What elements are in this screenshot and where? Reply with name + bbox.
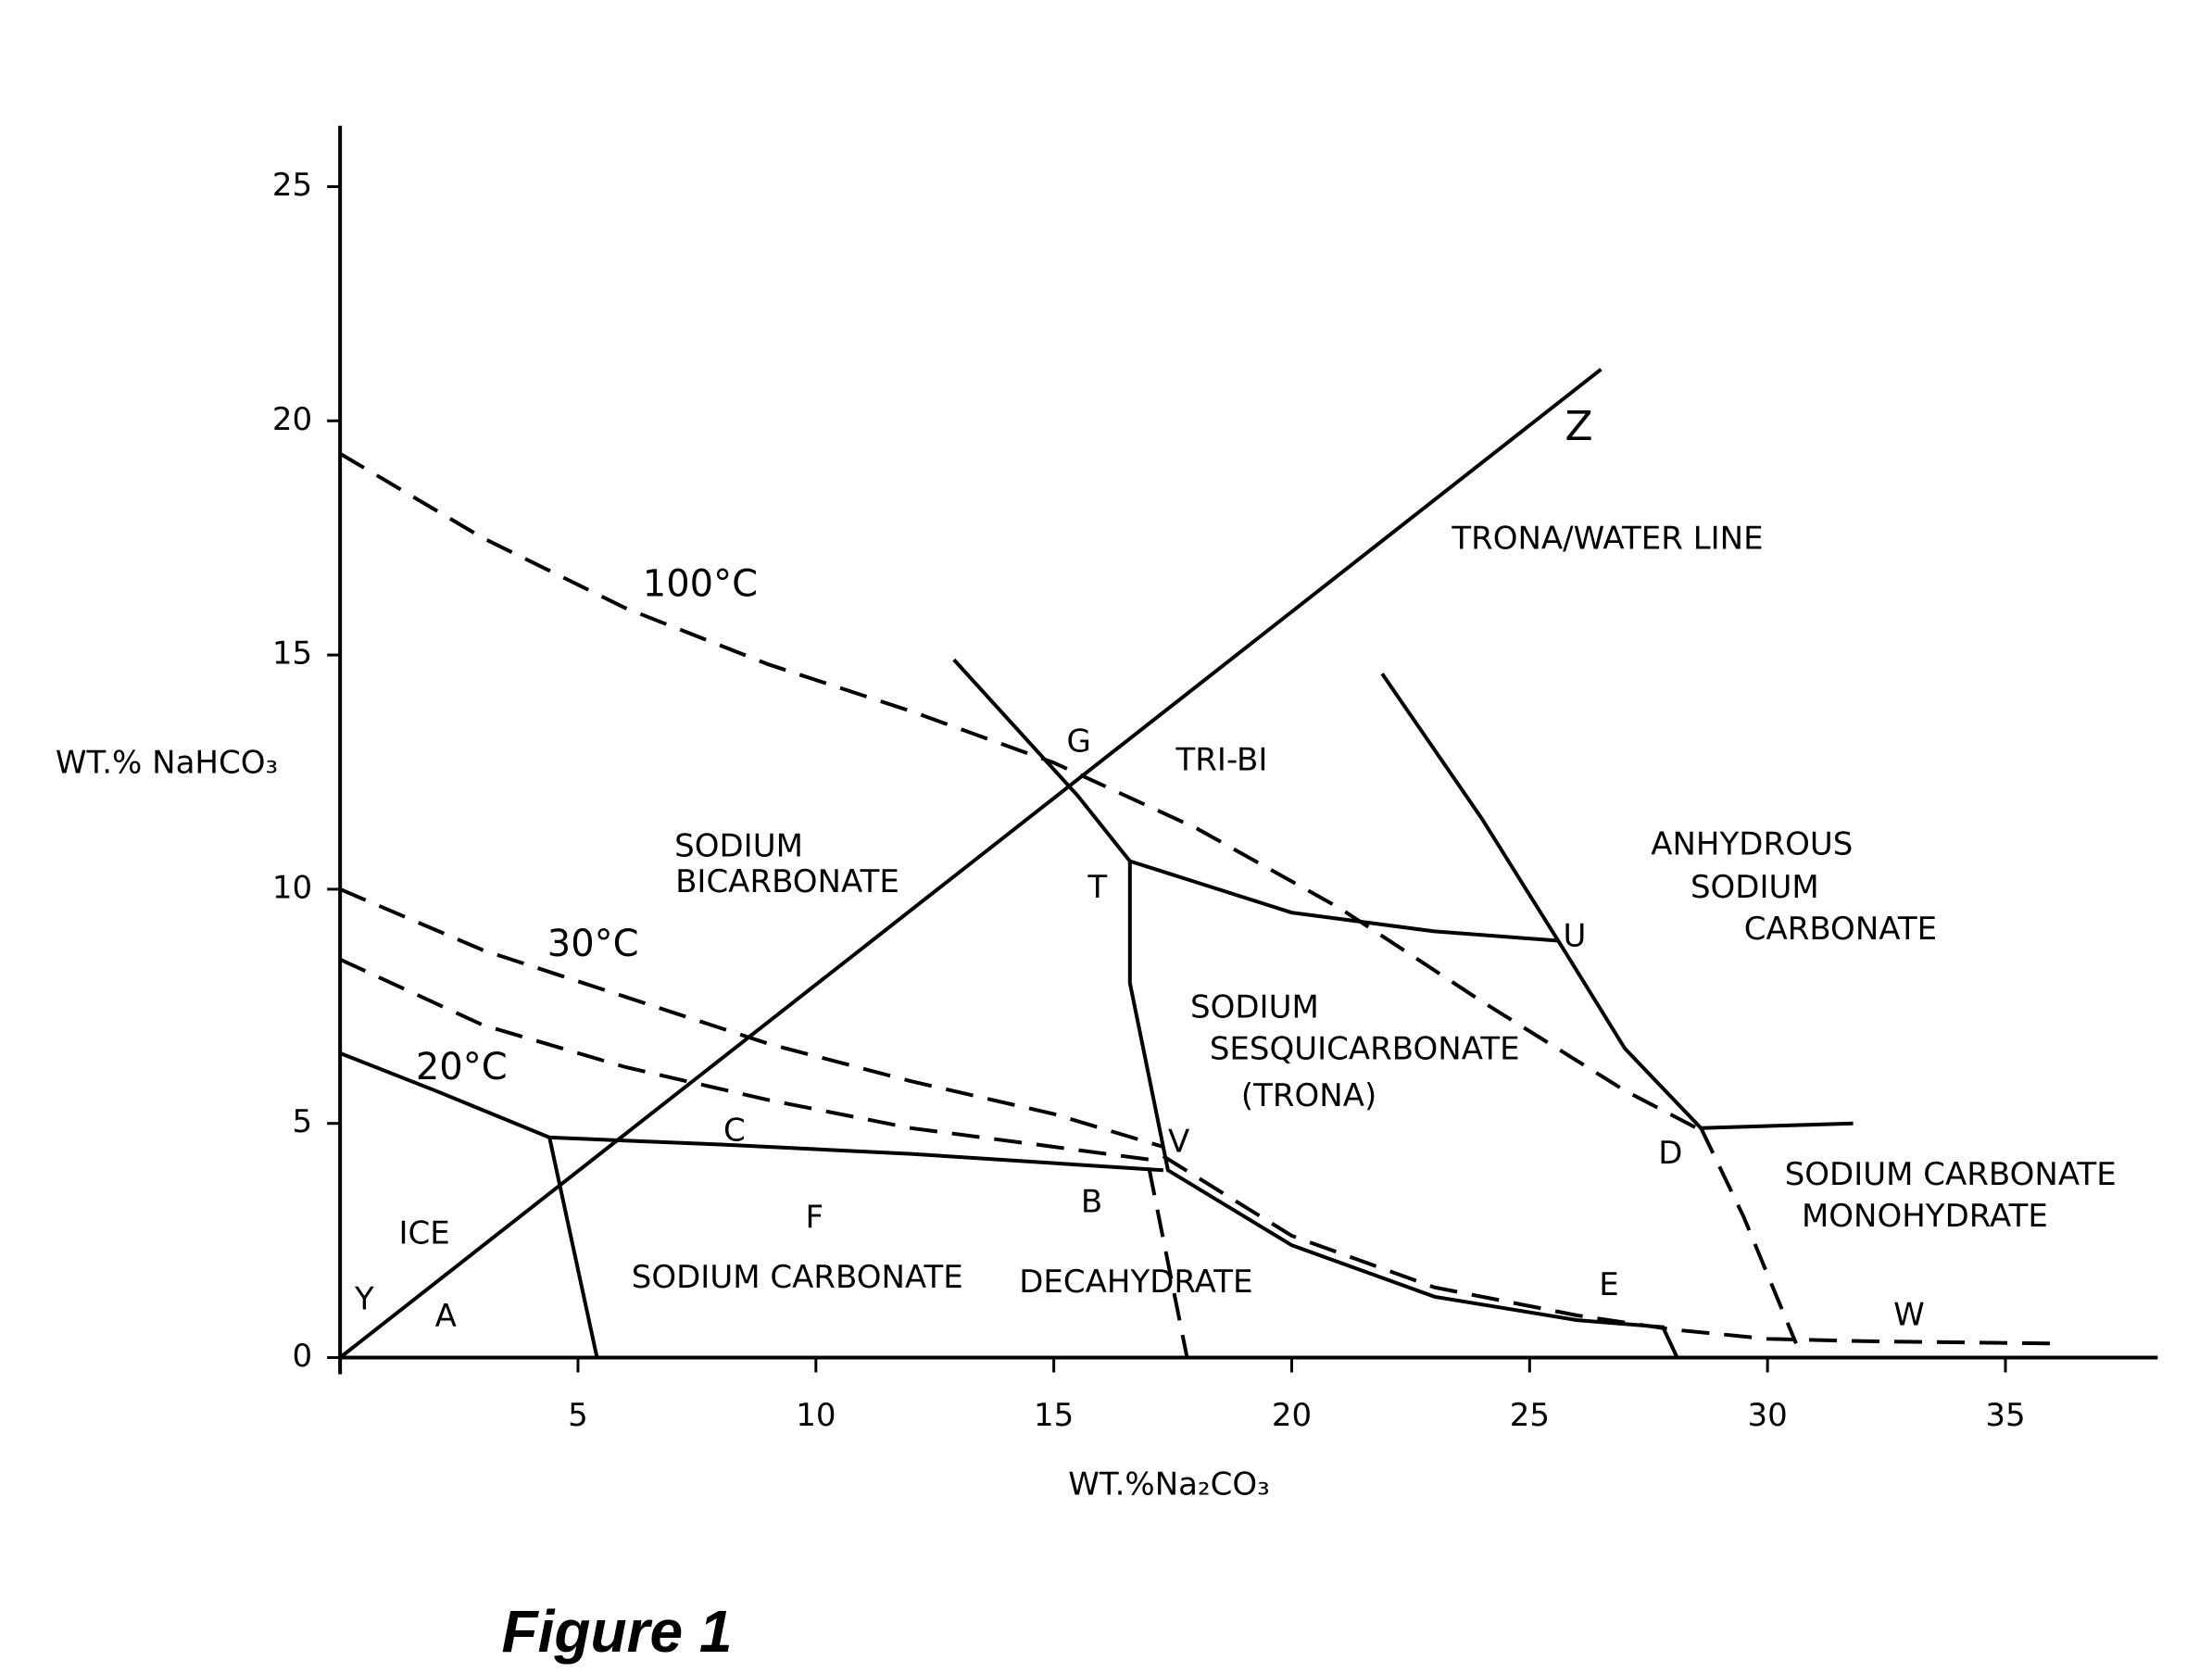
region-label: SODIUM [1190, 989, 1319, 1026]
region-label: G [1067, 723, 1091, 761]
region-label: DECAHYDRATE [1019, 1264, 1252, 1301]
x-tick-label: 30 [1748, 1397, 1788, 1434]
region-label: T [1087, 869, 1107, 906]
region-label: BICARBONATE [675, 863, 899, 900]
region-label: SODIUM CARBONATE [632, 1259, 963, 1296]
x-tick-label: 5 [568, 1397, 588, 1434]
y-tick-label: 5 [293, 1103, 313, 1140]
curve [549, 1138, 597, 1358]
region-label: A [435, 1298, 457, 1335]
y-axis-label: WT.% NaHCO₃ [56, 745, 278, 782]
x-tick-label: 25 [1510, 1397, 1550, 1434]
region-label: W [1893, 1296, 1925, 1333]
curve [1701, 1128, 1796, 1344]
region-label: B [1081, 1183, 1102, 1220]
region-label: E [1599, 1266, 1618, 1303]
region-label: CARBONATE [1744, 911, 1937, 948]
region-label: (TRONA) [1241, 1077, 1376, 1114]
x-tick-label: 10 [796, 1397, 836, 1434]
curve-label: 100°C [643, 562, 758, 605]
region-label: SODIUM [674, 827, 803, 864]
region-label: C [723, 1112, 746, 1149]
region-label: D [1658, 1135, 1682, 1172]
y-tick-label: 25 [272, 167, 312, 204]
region-label: V [1168, 1124, 1189, 1161]
y-tick-label: 0 [293, 1338, 313, 1375]
region-label: Y [354, 1280, 374, 1317]
region-label: MONOHYDRATE [1802, 1198, 2048, 1235]
y-tick-label: 20 [272, 401, 312, 438]
region-label: ICE [399, 1214, 450, 1252]
region-label: U [1564, 917, 1587, 954]
region-label: TRI-BI [1175, 742, 1268, 779]
curve [1701, 1124, 1853, 1128]
region-label: F [806, 1199, 824, 1236]
figure-caption: Figure 1 [502, 1598, 733, 1665]
curve-label: 30°C [547, 923, 639, 965]
y-tick-label: 15 [272, 635, 312, 673]
region-label: SESQUICARBONATE [1210, 1030, 1520, 1067]
x-axis-label: WT.%Na₂CO₃ [1068, 1466, 1270, 1503]
region-label: SODIUM CARBONATE [1785, 1156, 2117, 1193]
x-tick-label: 35 [1985, 1397, 2025, 1434]
curve [340, 370, 1601, 1358]
region-label: Z [1565, 403, 1593, 450]
region-label: ANHYDROUS [1651, 826, 1853, 863]
region-label: SODIUM [1690, 869, 1819, 906]
curve-label: TRONA/WATER LINE [1451, 521, 1763, 558]
x-tick-label: 15 [1034, 1397, 1074, 1434]
curve-label: 20°C [416, 1046, 508, 1088]
curve [1130, 862, 1558, 941]
y-tick-label: 10 [272, 869, 312, 906]
x-tick-label: 20 [1272, 1397, 1312, 1434]
